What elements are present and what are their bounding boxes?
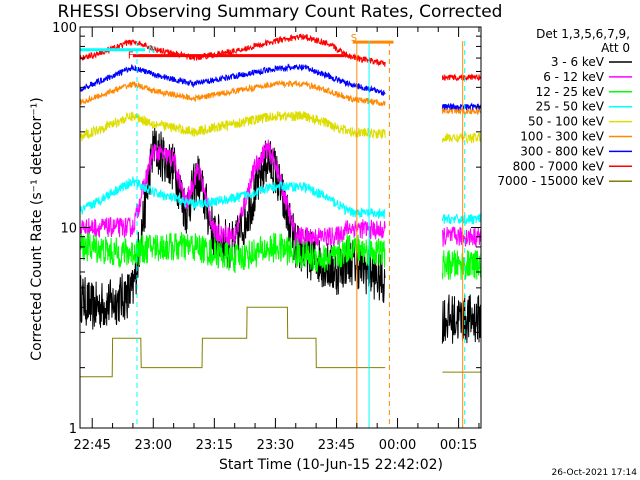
x-axis-label: Start Time (10-Jun-15 22:42:02) [219, 457, 443, 473]
chart-title: RHESSI Observing Summary Count Rates, Co… [58, 2, 503, 22]
x-tick-label-2: 23:15 [196, 438, 233, 453]
flag-label-0: F [128, 51, 134, 62]
series-line-5-1 [441, 106, 482, 116]
x-tick-label-0: 22:45 [73, 438, 110, 453]
legend-entry-5: 100 - 300 keV [520, 130, 604, 144]
y-axis-label: Corrected Count Rate (s⁻¹ detector⁻¹) [29, 97, 45, 360]
y-tick-label-1: 10 [60, 222, 77, 237]
x-axis-ticks: 22:45 23:00 23:15 23:30 23:45 00:00 00:15 [73, 27, 480, 453]
legend-entry-6: 300 - 800 keV [520, 144, 604, 158]
timestamp: 26-Oct-2021 17:14 [552, 468, 638, 478]
series-line-6-1 [441, 102, 482, 111]
legend-entry-0: 3 - 6 keV [551, 55, 605, 69]
series-line-4-1 [441, 132, 482, 145]
series-line-0-1 [441, 294, 482, 344]
series-line-4-0 [79, 110, 386, 142]
x-tick-label-5: 00:00 [379, 438, 416, 453]
x-tick-label-1: 23:00 [135, 438, 172, 453]
legend-entry-3: 25 - 50 keV [536, 100, 605, 114]
series-line-6-0 [79, 63, 386, 97]
series-line-7-1 [441, 73, 482, 82]
series-line-2-0 [79, 231, 386, 274]
x-tick-label-4: 23:45 [318, 438, 355, 453]
series-line-1-1 [441, 226, 482, 249]
flag-label-1: N [148, 45, 155, 56]
flag-label-2: S [351, 33, 357, 44]
y-tick-label-2: 100 [52, 21, 77, 36]
legend-entry-8: 7000 - 15000 keV [497, 174, 604, 188]
legend-header-0: Det 1,3,5,6,7,9, [536, 27, 630, 41]
series-line-1-0 [79, 139, 386, 247]
x-tick-label-6: 00:15 [440, 438, 477, 453]
legend-entry-4: 50 - 100 keV [528, 115, 605, 129]
series-line-2-1 [441, 250, 482, 280]
series-line-3-1 [441, 212, 482, 226]
legend-header-1: Att 0 [601, 41, 630, 55]
y-axis-ticks: 1 10 100 [52, 21, 481, 437]
x-tick-label-3: 23:30 [257, 438, 294, 453]
series-line-3-0 [79, 176, 386, 220]
plot-area [79, 33, 482, 378]
marker-lines [136, 41, 466, 428]
y-tick-label-0: 1 [69, 422, 77, 437]
series-line-0-0 [79, 127, 386, 330]
legend-entry-7: 800 - 7000 keV [513, 159, 605, 173]
legend-entry-2: 12 - 25 keV [536, 85, 605, 99]
series-line-7-0 [79, 33, 386, 67]
series-line-5-0 [79, 79, 386, 107]
legend-entry-1: 6 - 12 keV [543, 70, 605, 84]
flag-bars: F N S [80, 33, 394, 62]
series-line-8-0 [80, 306, 386, 378]
